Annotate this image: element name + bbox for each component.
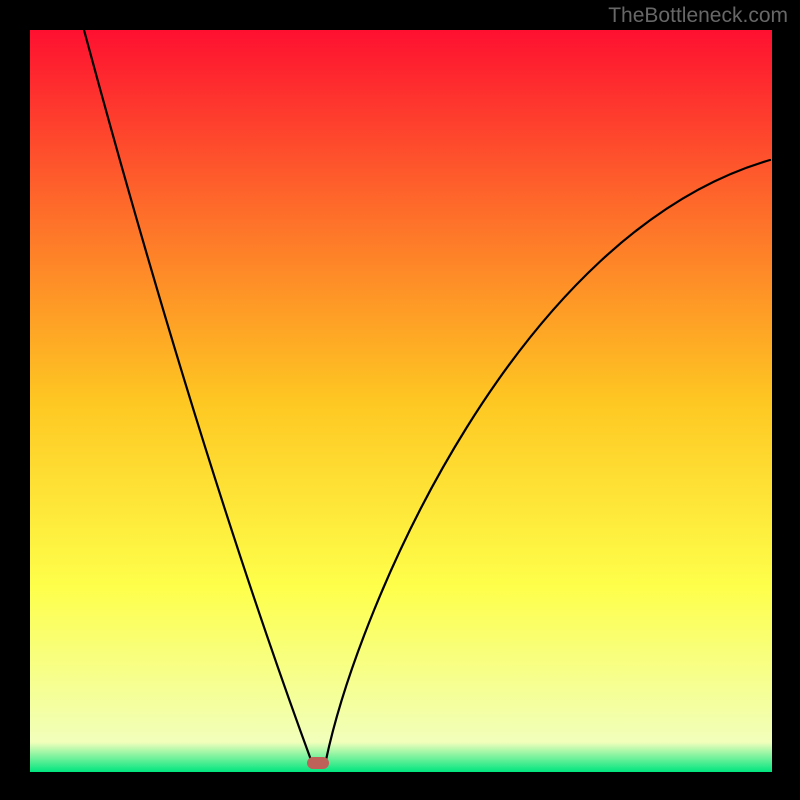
watermark-text: TheBottleneck.com <box>608 4 788 28</box>
plot-area <box>30 30 772 772</box>
chart-container: TheBottleneck.com <box>0 0 800 800</box>
minimum-marker <box>307 757 329 769</box>
